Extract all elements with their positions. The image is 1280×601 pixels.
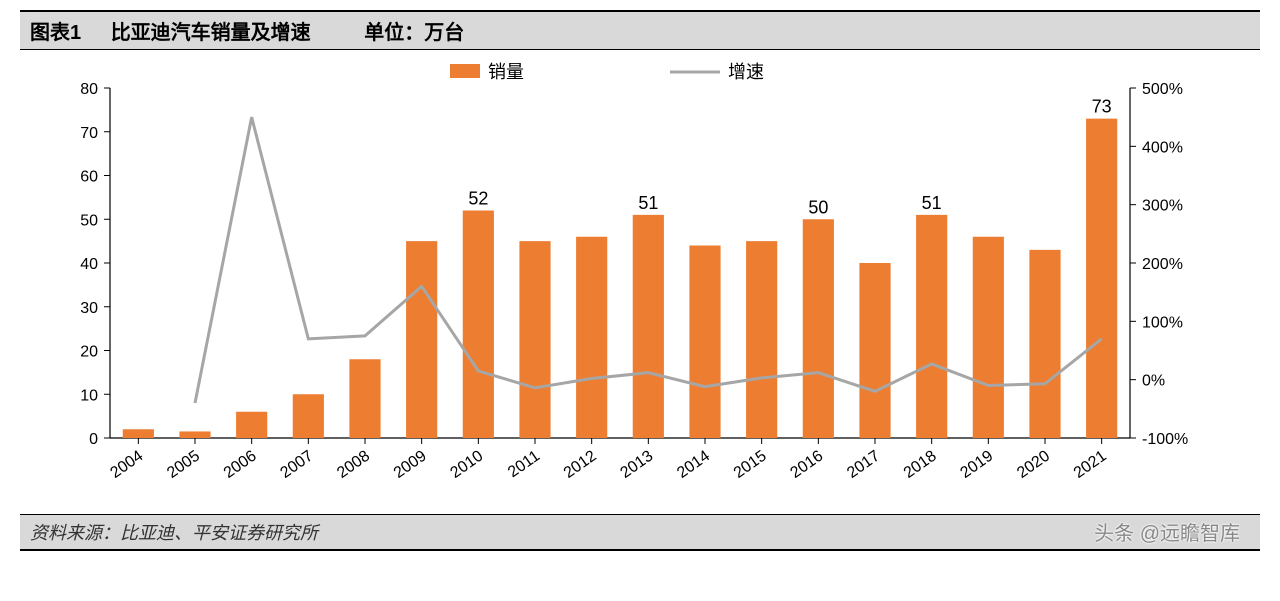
svg-text:2005: 2005 — [164, 447, 203, 481]
svg-text:2018: 2018 — [901, 447, 940, 481]
svg-text:52: 52 — [468, 189, 488, 209]
svg-text:2021: 2021 — [1071, 447, 1110, 481]
svg-text:10: 10 — [80, 387, 98, 404]
svg-text:2008: 2008 — [334, 447, 373, 481]
svg-text:2012: 2012 — [561, 447, 600, 481]
svg-text:50: 50 — [80, 212, 98, 229]
svg-text:2013: 2013 — [617, 447, 656, 481]
svg-text:30: 30 — [80, 300, 98, 317]
svg-text:2017: 2017 — [844, 447, 883, 481]
header-unit: 单位：万台 — [364, 22, 464, 44]
svg-text:2020: 2020 — [1014, 447, 1053, 481]
svg-text:2010: 2010 — [447, 447, 486, 481]
watermark-text: 头条 @远瞻智库 — [1094, 517, 1240, 546]
svg-text:400%: 400% — [1142, 139, 1183, 156]
svg-text:2019: 2019 — [957, 447, 996, 481]
svg-text:200%: 200% — [1142, 256, 1183, 273]
svg-text:50: 50 — [808, 197, 828, 217]
svg-text:300%: 300% — [1142, 198, 1183, 215]
svg-text:增速: 增速 — [728, 62, 764, 82]
svg-text:2006: 2006 — [221, 447, 260, 481]
svg-text:80: 80 — [80, 81, 98, 98]
svg-text:60: 60 — [80, 169, 98, 186]
svg-text:70: 70 — [80, 125, 98, 142]
svg-text:销量: 销量 — [488, 62, 524, 82]
header-label: 图表1 — [30, 22, 81, 44]
chart-area: 0 10 20 30 40 50 60 70 80 -100% 0% 100% 200% 300% 400%… — [20, 58, 1260, 508]
svg-text:0%: 0% — [1142, 373, 1165, 390]
svg-text:2014: 2014 — [674, 447, 713, 481]
svg-text:500%: 500% — [1142, 81, 1183, 98]
svg-text:51: 51 — [638, 193, 658, 213]
chart-footer: 资料来源：比亚迪、平安证券研究所 头条 @远瞻智库 — [20, 514, 1260, 551]
svg-text:2016: 2016 — [787, 447, 826, 481]
header-title: 比亚迪汽车销量及增速 — [111, 22, 311, 44]
svg-text:2009: 2009 — [391, 447, 430, 481]
svg-text:2007: 2007 — [277, 447, 316, 481]
svg-text:2004: 2004 — [107, 447, 146, 481]
svg-text:0: 0 — [89, 431, 98, 448]
svg-text:2011: 2011 — [505, 447, 543, 481]
source-text: 资料来源：比亚迪、平安证券研究所 — [30, 523, 318, 543]
svg-text:-100%: -100% — [1142, 431, 1188, 448]
combo-chart: 0 10 20 30 40 50 60 70 80 -100% 0% 100% 200% 300% 400%… — [20, 58, 1260, 508]
svg-text:100%: 100% — [1142, 314, 1183, 331]
chart-header: 图表1 比亚迪汽车销量及增速 单位：万台 — [20, 10, 1260, 50]
svg-text:2015: 2015 — [731, 447, 770, 481]
svg-text:73: 73 — [1092, 97, 1112, 117]
svg-text:51: 51 — [922, 193, 942, 213]
svg-text:40: 40 — [80, 256, 98, 273]
svg-text:20: 20 — [80, 344, 98, 361]
